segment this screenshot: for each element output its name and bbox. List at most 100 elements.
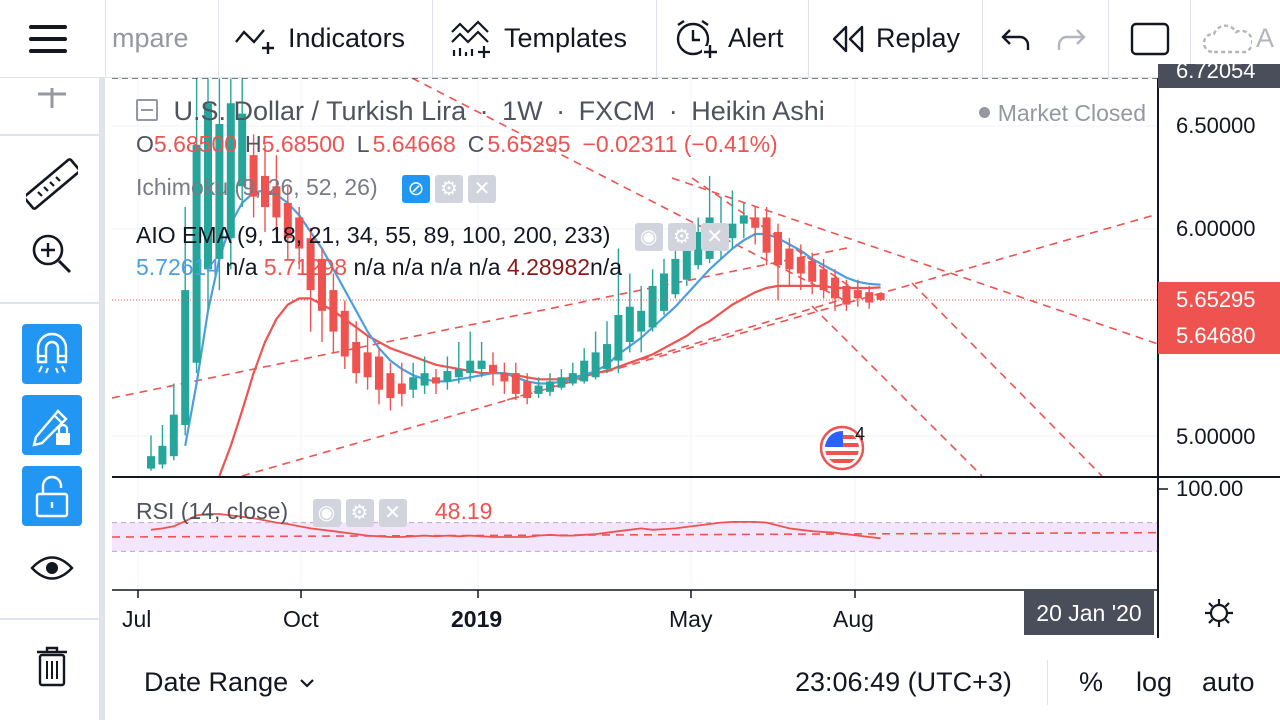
undo-icon xyxy=(1001,28,1030,50)
indicators-label: Indicators xyxy=(288,23,406,53)
settings-icon[interactable]: ⚙ xyxy=(435,174,464,203)
candle-body xyxy=(226,103,235,239)
candle-body xyxy=(660,273,668,311)
date-range-button[interactable]: Date Range xyxy=(144,645,316,720)
price-top-label: 6.72054 xyxy=(1158,64,1280,88)
measure-tool[interactable] xyxy=(22,154,82,214)
symbol-legend[interactable]: U.S. Dollar / Turkish Lira · 1W · FXCM ·… xyxy=(136,96,825,127)
ichimoku-title: Ichimoku (9, 26, 52, 26) xyxy=(136,174,378,200)
indicators-button[interactable]: Indicators xyxy=(234,0,405,77)
settings-icon[interactable]: ⚙ xyxy=(667,222,696,251)
candle-body xyxy=(375,356,383,390)
arrow-up-icon xyxy=(38,88,66,108)
candle-body xyxy=(283,202,292,239)
economic-event-marker[interactable] xyxy=(819,425,865,471)
rsi-legend[interactable]: RSI (14, close) ◉ ⚙ ✕ 48.19 xyxy=(136,498,492,527)
close-icon[interactable]: ✕ xyxy=(468,174,497,203)
auto-toggle[interactable]: auto xyxy=(1202,645,1255,720)
low-label: L xyxy=(356,131,370,157)
lock-drawings-button[interactable] xyxy=(22,395,82,455)
fullscreen-button[interactable] xyxy=(1130,0,1180,77)
candle-body xyxy=(500,373,509,382)
trash-icon xyxy=(37,646,67,687)
visibility-toggle[interactable] xyxy=(22,538,82,598)
ema-na-1: n/a xyxy=(225,254,258,280)
ohlc-values: O5.68500 H5.68500 L 5.64668 C 5.65295 −0.02311… xyxy=(136,131,778,158)
cut-label: A xyxy=(1256,23,1275,53)
trend-line xyxy=(911,282,1103,477)
high-label: H xyxy=(245,131,262,157)
candle-body xyxy=(340,310,349,357)
candle-body xyxy=(295,217,304,249)
magnet-mode-button[interactable] xyxy=(22,324,82,384)
compare-button[interactable]: mpare xyxy=(112,0,189,77)
pencil-lock-icon xyxy=(32,409,70,447)
candle-body xyxy=(614,314,623,361)
candle-body xyxy=(819,269,828,291)
menu-button[interactable] xyxy=(0,0,105,77)
ema-legend[interactable]: AIO EMA (9, 18, 21, 34, 55, 89, 100, 200… xyxy=(136,222,729,251)
ruler-icon xyxy=(26,158,78,210)
interval: 1W xyxy=(502,96,543,126)
ema-value-3: 4.28982 xyxy=(506,254,591,280)
candle-body xyxy=(728,223,737,239)
price-tick: 5.00000 xyxy=(1176,424,1256,449)
square-icon xyxy=(1130,22,1170,55)
log-label: log xyxy=(1136,667,1173,697)
templates-button[interactable]: Templates xyxy=(450,0,627,77)
bottom-toolbar: Date Range 23:06:49 (UTC+3) % log auto xyxy=(112,645,1280,720)
auto-label: auto xyxy=(1202,667,1255,697)
settings-icon[interactable]: ⚙ xyxy=(345,498,374,527)
price-tick: 6.50000 xyxy=(1176,113,1256,138)
candle-body xyxy=(648,285,657,328)
candle-body xyxy=(534,385,543,394)
candle-body xyxy=(785,248,794,270)
cloud-icon xyxy=(1202,24,1252,53)
eye-off-icon[interactable]: ⊘ xyxy=(402,174,431,203)
visibility-icon[interactable]: ◉ xyxy=(312,498,341,527)
chart-style: Heikin Ashi xyxy=(691,96,825,126)
time-label: May xyxy=(669,606,713,632)
candle-body xyxy=(694,231,703,266)
rsi-line xyxy=(150,513,881,540)
close-label: C xyxy=(467,131,485,157)
percent-label: % xyxy=(1079,667,1104,697)
replay-button[interactable]: Replay xyxy=(830,0,960,77)
ichimoku-legend[interactable]: Ichimoku (9, 26, 52, 26) ⊘ ⚙ ✕ xyxy=(136,174,497,203)
candle-body xyxy=(409,377,418,390)
close-icon[interactable]: ✕ xyxy=(700,222,729,251)
alarm-clock-icon xyxy=(676,19,718,59)
drawing-toolbar xyxy=(0,78,105,720)
redo-button[interactable] xyxy=(1055,0,1097,77)
collapse-icon[interactable] xyxy=(136,98,158,121)
chart-area[interactable]: U.S. Dollar / Turkish Lira · 1W · FXCM ·… xyxy=(112,64,1280,638)
templates-icon xyxy=(451,19,490,58)
lock-all-button[interactable] xyxy=(22,466,82,526)
undo-button[interactable] xyxy=(1000,0,1042,77)
alert-button[interactable]: Alert xyxy=(674,0,784,77)
chart-canvas[interactable] xyxy=(112,78,1280,638)
candle-body xyxy=(580,360,589,382)
close-icon[interactable]: ✕ xyxy=(378,498,407,527)
hamburger-icon xyxy=(28,24,67,53)
delete-drawings-button[interactable] xyxy=(22,636,82,696)
candle-body xyxy=(238,113,247,187)
zoom-tool[interactable] xyxy=(22,224,82,284)
candle-body xyxy=(204,103,212,270)
zoom-in-icon xyxy=(32,234,72,274)
candle-body xyxy=(147,456,155,469)
percent-toggle[interactable]: % xyxy=(1079,645,1103,720)
candle-body xyxy=(808,261,817,282)
visibility-icon[interactable]: ◉ xyxy=(634,222,663,251)
log-toggle[interactable]: log xyxy=(1136,645,1172,720)
ema-value-2: 5.71298 xyxy=(263,254,348,280)
trend-line xyxy=(411,78,845,301)
indicators-icon xyxy=(235,28,274,54)
cloud-save-button[interactable]: A xyxy=(1202,0,1274,77)
pin-tool[interactable] xyxy=(22,78,82,118)
ema-value-1: 5.72614 xyxy=(136,254,220,280)
candle-body xyxy=(842,285,851,305)
timezone-button[interactable]: 23:06:49 (UTC+3) xyxy=(795,645,1012,720)
candle-body xyxy=(420,373,429,386)
exchange: FXCM xyxy=(578,96,656,126)
